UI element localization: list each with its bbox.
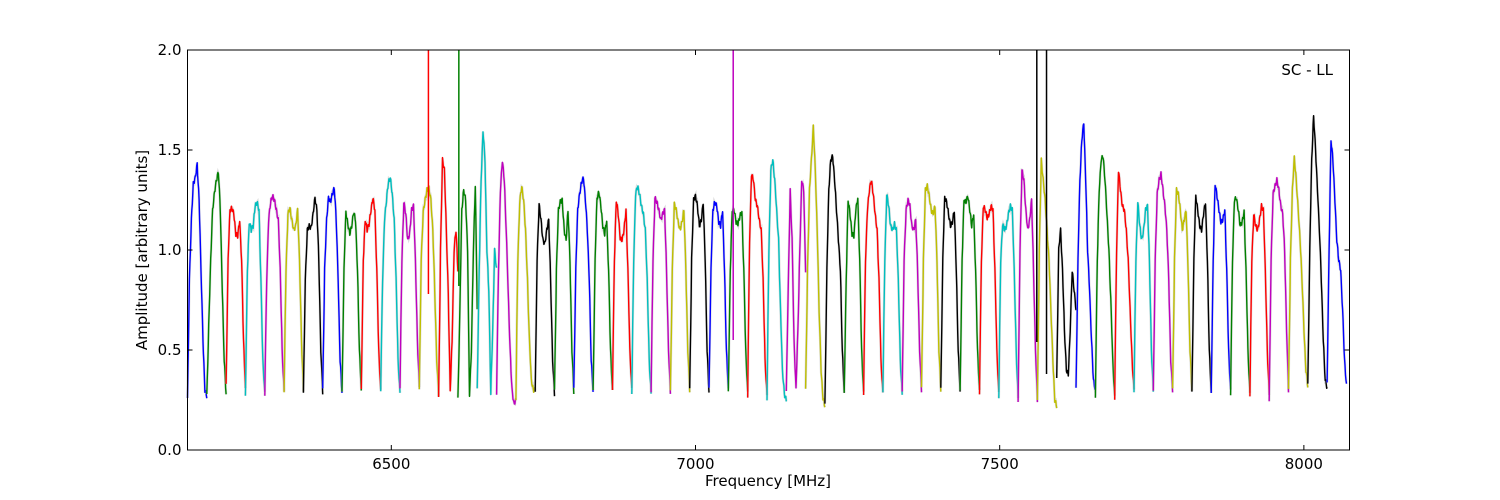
series-line-28 — [727, 207, 749, 392]
series-line-39 — [940, 195, 961, 392]
x-axis-label: Frequency [MHz] — [705, 472, 831, 490]
x-tick-label-3: 8000 — [1285, 455, 1323, 473]
series-line-6 — [302, 196, 324, 395]
x-tick-label-0: 6500 — [372, 455, 410, 473]
series-line-34 — [843, 197, 865, 393]
series-line-36 — [882, 194, 903, 395]
series-line-38 — [920, 182, 942, 392]
series-line-20 — [573, 176, 594, 392]
series-line-31 — [785, 180, 807, 392]
series-line-24 — [650, 195, 672, 394]
series-line-41 — [978, 203, 1000, 395]
y-tick-label-2: 1.0 — [158, 241, 182, 259]
series-line-26 — [689, 193, 710, 393]
series-line-8 — [341, 210, 362, 392]
series-line-56 — [1268, 176, 1290, 402]
series-line-14 — [457, 185, 478, 398]
series-line-15 — [476, 131, 498, 396]
series-line-30 — [766, 158, 787, 402]
series-line-49 — [1133, 201, 1154, 393]
series-line-25 — [669, 201, 691, 393]
series-line-42 — [998, 203, 1019, 399]
series-line-29 — [747, 174, 768, 398]
series-line-3 — [244, 200, 266, 396]
series-line-22 — [611, 201, 633, 391]
series-line-47 — [1094, 154, 1116, 398]
series-line-40 — [959, 195, 981, 391]
series-line-23 — [631, 185, 652, 395]
series-line-2 — [225, 205, 247, 389]
y-tick-label-3: 1.5 — [158, 141, 182, 159]
series-line-33 — [824, 154, 845, 404]
series-line-51 — [1171, 186, 1193, 391]
series-line-50 — [1152, 170, 1174, 393]
series-line-54 — [1229, 195, 1251, 396]
series-line-10 — [380, 177, 401, 393]
y-axis-label: Amplitude [arbitrary units] — [133, 150, 151, 350]
series-line-4 — [264, 193, 285, 396]
series-line-32 — [804, 124, 826, 408]
series-line-13 — [437, 156, 459, 398]
series-line-53 — [1210, 184, 1232, 394]
series-line-59 — [1326, 140, 1348, 384]
series-line-52 — [1191, 194, 1212, 393]
series-annotation: SC - LL — [1281, 61, 1333, 79]
series-line-9 — [360, 197, 382, 390]
series-line-48 — [1113, 171, 1135, 400]
series-line-18 — [534, 202, 556, 397]
series-line-5 — [283, 206, 305, 393]
series-line-58 — [1307, 114, 1328, 389]
tick-layer: 6500 7000 7500 8000 0.0 0.5 1.0 1.5 2.0 — [158, 41, 1350, 473]
series-line-27 — [708, 200, 729, 389]
y-tick-label-4: 2.0 — [158, 41, 182, 59]
x-tick-label-2: 7500 — [981, 455, 1019, 473]
series-line-21 — [592, 190, 614, 391]
series-line-55 — [1249, 202, 1270, 397]
series-line-46 — [1075, 123, 1097, 390]
y-tick-label-1: 0.5 — [158, 341, 182, 359]
series-line-35 — [862, 180, 884, 396]
series-line-1 — [206, 171, 227, 395]
series-line-17 — [515, 185, 536, 401]
series-line-0 — [186, 161, 208, 399]
series-line-37 — [901, 197, 923, 393]
series-line-11 — [399, 202, 420, 389]
y-tick-label-0: 0.0 — [158, 441, 182, 459]
series-line-7 — [322, 186, 343, 393]
series-line-16 — [495, 161, 517, 405]
series-line-57 — [1287, 155, 1309, 390]
spike-layer — [427, 50, 1048, 374]
series-line-45 — [1056, 227, 1077, 379]
series-line-19 — [553, 197, 575, 395]
series-layer — [186, 114, 1348, 409]
x-tick-label-1: 7000 — [676, 455, 714, 473]
series-line-43 — [1017, 169, 1039, 403]
